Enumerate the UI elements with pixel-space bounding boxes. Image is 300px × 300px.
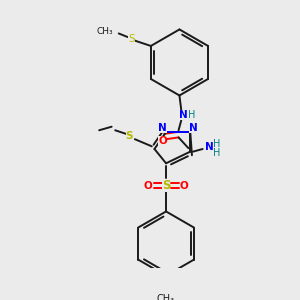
Text: CH₃: CH₃ bbox=[157, 293, 175, 300]
Text: O: O bbox=[158, 136, 167, 146]
Text: S: S bbox=[128, 34, 134, 44]
Text: N: N bbox=[158, 123, 167, 133]
Text: H: H bbox=[213, 148, 220, 158]
Text: S: S bbox=[126, 130, 133, 141]
Text: N: N bbox=[189, 123, 198, 133]
Text: N: N bbox=[206, 142, 214, 152]
Text: O: O bbox=[179, 181, 188, 190]
Text: H: H bbox=[188, 110, 196, 120]
Text: S: S bbox=[162, 179, 170, 192]
Text: O: O bbox=[144, 181, 153, 190]
Text: CH₃: CH₃ bbox=[97, 27, 113, 36]
Text: N: N bbox=[178, 110, 188, 120]
Text: H: H bbox=[213, 139, 220, 148]
